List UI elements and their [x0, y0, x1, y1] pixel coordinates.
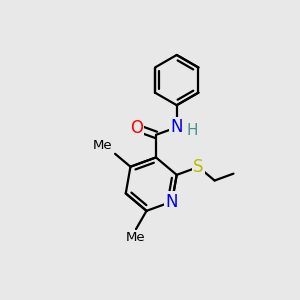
Text: N: N: [166, 193, 178, 211]
Text: O: O: [130, 118, 142, 136]
Text: Me: Me: [126, 231, 146, 244]
Text: N: N: [170, 118, 183, 136]
Text: S: S: [193, 158, 204, 176]
Text: Me: Me: [93, 139, 112, 152]
Text: H: H: [186, 123, 198, 138]
